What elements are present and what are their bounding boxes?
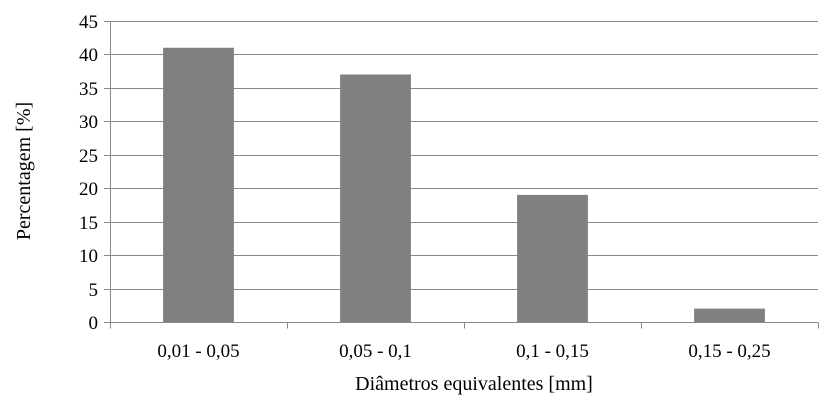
x-tick-label: 0,01 - 0,05 [157,341,239,362]
y-tick-label: 25 [79,146,98,167]
y-axis-title: Percentagem [%] [13,102,35,240]
y-tick-label: 0 [89,313,99,334]
y-tick-label: 45 [79,12,98,33]
y-tick-label: 10 [79,246,98,267]
y-tick-label: 20 [79,179,98,200]
bar-4 [694,308,765,322]
bar-1 [163,47,234,322]
x-tick-labels: 0,01 - 0,05 0,05 - 0,1 0,1 - 0,15 0,15 - 0,… [157,341,770,362]
x-tick-label: 0,15 - 0,25 [688,341,770,362]
axes [104,21,819,329]
y-tick-labels: 0 5 10 15 20 25 30 35 40 45 [79,12,98,334]
x-tick-label: 0,05 - 0,1 [339,341,412,362]
bars [163,47,765,322]
x-axis-title: Diâmetros equivalentes [mm] [355,373,593,395]
bar-3 [517,194,588,322]
y-tick-label: 35 [79,79,98,100]
bar-2 [340,74,411,322]
x-tick-label: 0,1 - 0,15 [516,341,589,362]
y-tick-label: 40 [79,45,98,66]
y-tick-label: 5 [89,280,99,301]
y-tick-label: 15 [79,213,98,234]
y-tick-label: 30 [79,112,98,133]
